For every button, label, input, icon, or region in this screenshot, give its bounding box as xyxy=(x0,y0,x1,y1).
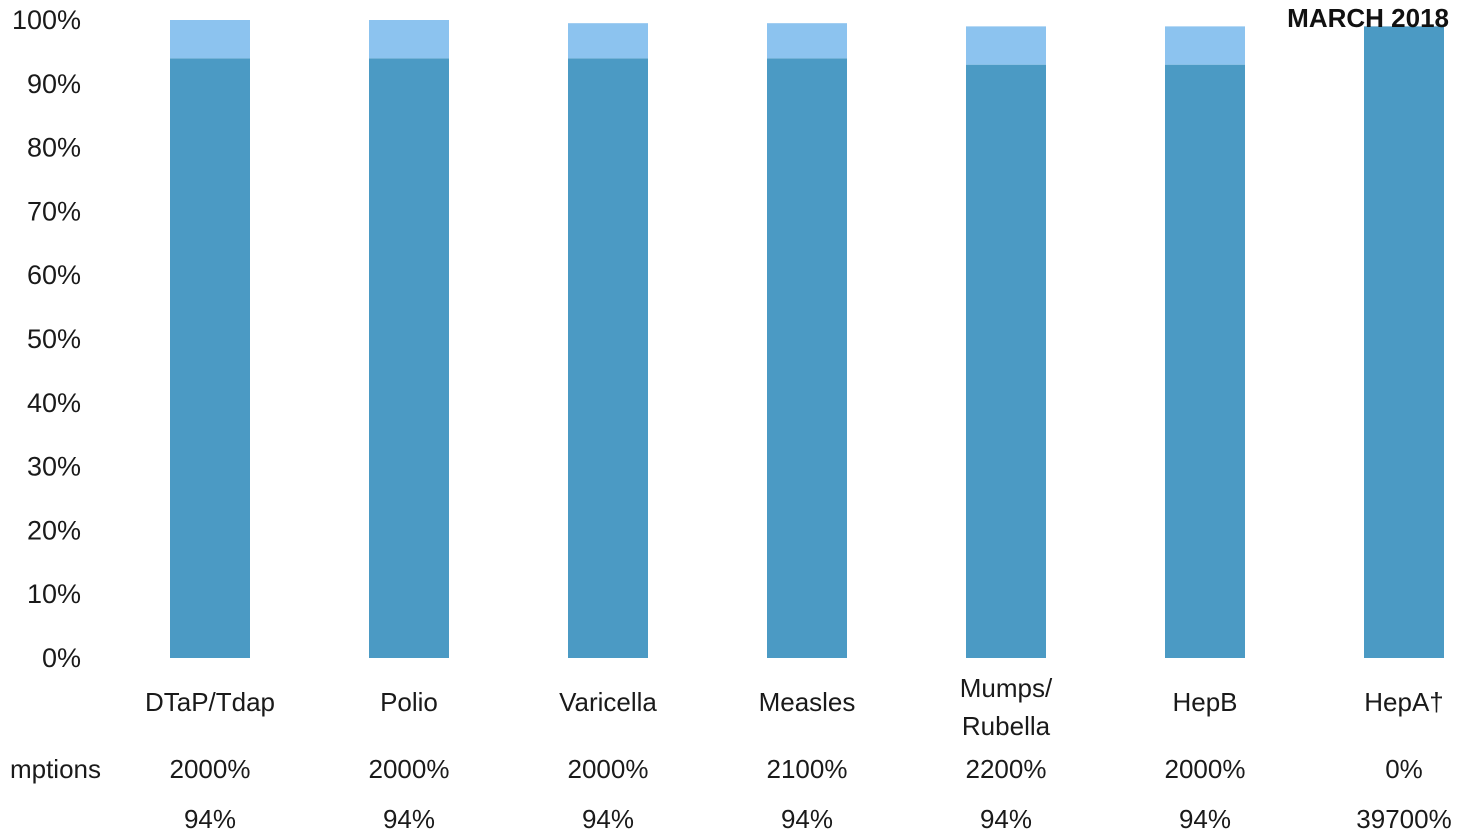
category-label: HepB xyxy=(1172,687,1237,717)
bar-segment-2 xyxy=(170,20,250,59)
y-axis: 0% 10% 20% 30% 40% 50% 60% 70% 80% 90% 100% xyxy=(12,5,81,673)
bar-segment-1 xyxy=(767,58,847,658)
y-tick-label: 50% xyxy=(27,324,81,354)
table-cell: 2000% xyxy=(170,754,251,784)
y-tick-label: 10% xyxy=(27,579,81,609)
table-cell: 2000% xyxy=(369,754,450,784)
bar-segment-1 xyxy=(369,58,449,658)
category-label: Polio xyxy=(380,687,438,717)
y-tick-label: 0% xyxy=(42,643,81,673)
y-tick-label: 80% xyxy=(27,133,81,163)
table-cell: 94% xyxy=(980,804,1032,834)
bar-segment-2 xyxy=(369,20,449,59)
bar-segment-2 xyxy=(966,26,1046,65)
category-labels: DTaP/Tdap Polio Varicella Measles Mumps/Rube… xyxy=(145,673,1444,741)
category-label: HepA† xyxy=(1364,687,1444,717)
bar-segment-1 xyxy=(568,58,648,658)
y-tick-label: 60% xyxy=(27,260,81,290)
y-tick-label: 40% xyxy=(27,388,81,418)
category-label: Mumps/ xyxy=(960,673,1053,703)
table-cell: 94% xyxy=(781,804,833,834)
table-cell: 94% xyxy=(1179,804,1231,834)
bars xyxy=(170,20,1444,658)
bar-segment-1 xyxy=(170,58,250,658)
category-label: Varicella xyxy=(559,687,657,717)
table-cell: 94% xyxy=(582,804,634,834)
table-cell: 2000% xyxy=(568,754,649,784)
data-table: mptions 2000% 2000% 2000% 2100% 2200% 2000% 0% 9… xyxy=(10,754,1452,834)
bar-segment-1 xyxy=(1165,64,1245,658)
table-cell: 94% xyxy=(184,804,236,834)
y-tick-label: 90% xyxy=(27,69,81,99)
table-cell: 2100% xyxy=(767,754,848,784)
table-cell: 2200% xyxy=(966,754,1047,784)
y-tick-label: 30% xyxy=(27,452,81,482)
bar-segment-2 xyxy=(568,23,648,59)
y-tick-label: 20% xyxy=(27,515,81,545)
table-cell: 39700% xyxy=(1356,804,1451,834)
category-label: Measles xyxy=(759,687,856,717)
table-cell: 0% xyxy=(1385,754,1423,784)
bar-segment-2 xyxy=(767,23,847,59)
y-tick-label: 100% xyxy=(12,5,81,35)
bar-segment-2 xyxy=(1165,26,1245,65)
bar-segment-1 xyxy=(1364,26,1444,658)
table-cell: 94% xyxy=(383,804,435,834)
category-label: DTaP/Tdap xyxy=(145,687,275,717)
chart-title: MARCH 2018 xyxy=(1287,3,1449,33)
category-label: Rubella xyxy=(962,711,1051,741)
table-cell: 2000% xyxy=(1165,754,1246,784)
y-tick-label: 70% xyxy=(27,196,81,226)
bar-segment-1 xyxy=(966,64,1046,658)
table-row-label: mptions xyxy=(10,754,101,784)
